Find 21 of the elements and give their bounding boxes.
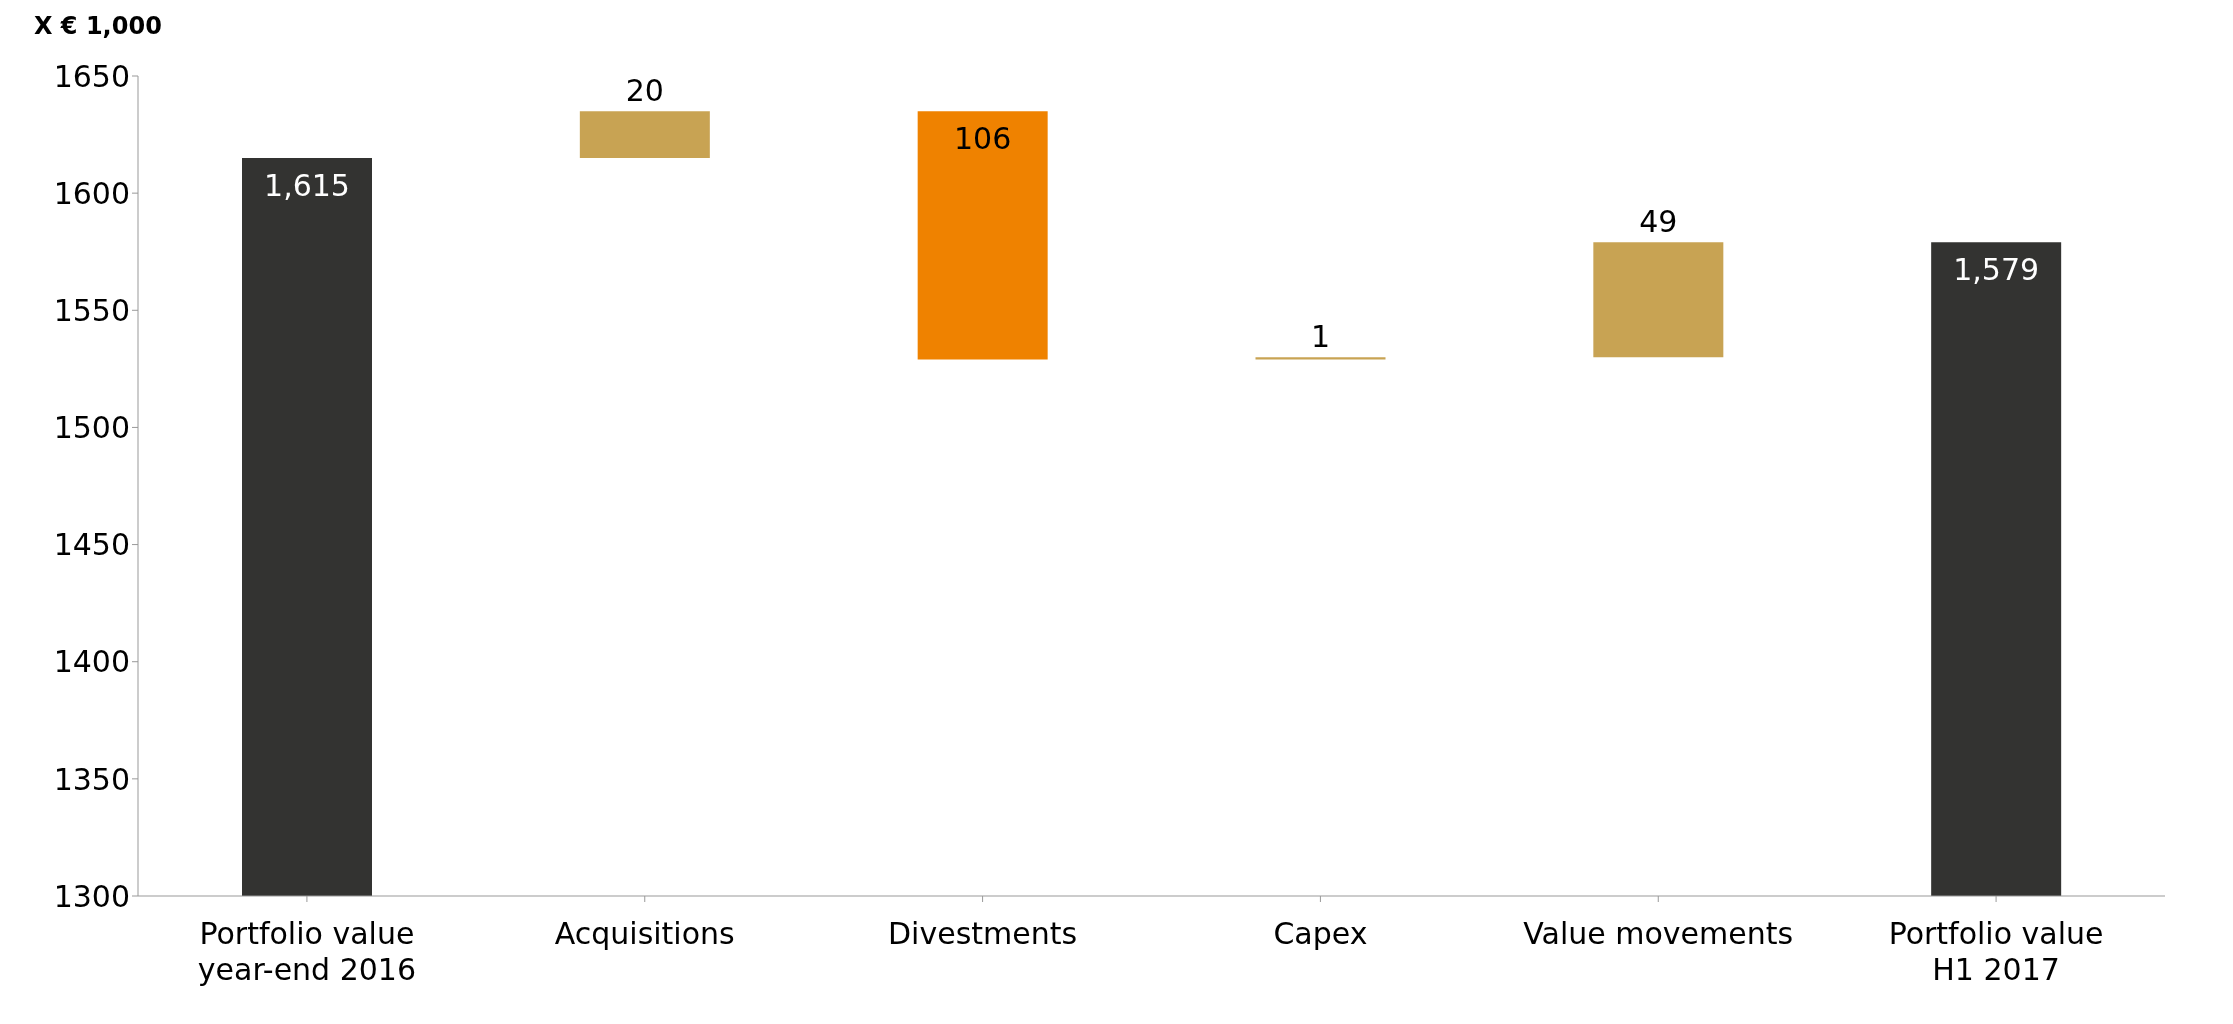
data-label: 1	[1310, 319, 1331, 355]
data-label: 106	[954, 121, 1012, 157]
y-axis-title: X € 1,000	[34, 12, 162, 40]
data-label: 20	[625, 73, 664, 109]
y-tick-label: 1450	[53, 527, 130, 563]
x-tick-label: Acquisitions	[554, 916, 735, 951]
y-tick-label: 1300	[53, 878, 130, 914]
x-tick-label: Value movements	[1523, 916, 1794, 951]
y-tick-label: 1650	[53, 58, 130, 94]
y-tick-label: 1600	[53, 175, 130, 211]
y-tick-label: 1400	[53, 644, 130, 680]
x-tick-label: Portfolio value year-end 2016	[197, 916, 417, 987]
data-label: 1,615	[264, 168, 350, 203]
x-tick-label: Capex	[1273, 916, 1368, 951]
data-label: 49	[1639, 204, 1678, 240]
x-tick-label: Portfolio value H1 2017	[1888, 916, 2104, 987]
y-tick-label: 1550	[53, 292, 130, 328]
y-tick-label: 1350	[53, 761, 130, 797]
data-label: 1,579	[1953, 252, 2040, 288]
x-tick-label: Divestments	[888, 916, 1078, 951]
y-tick-label: 1500	[53, 410, 130, 446]
